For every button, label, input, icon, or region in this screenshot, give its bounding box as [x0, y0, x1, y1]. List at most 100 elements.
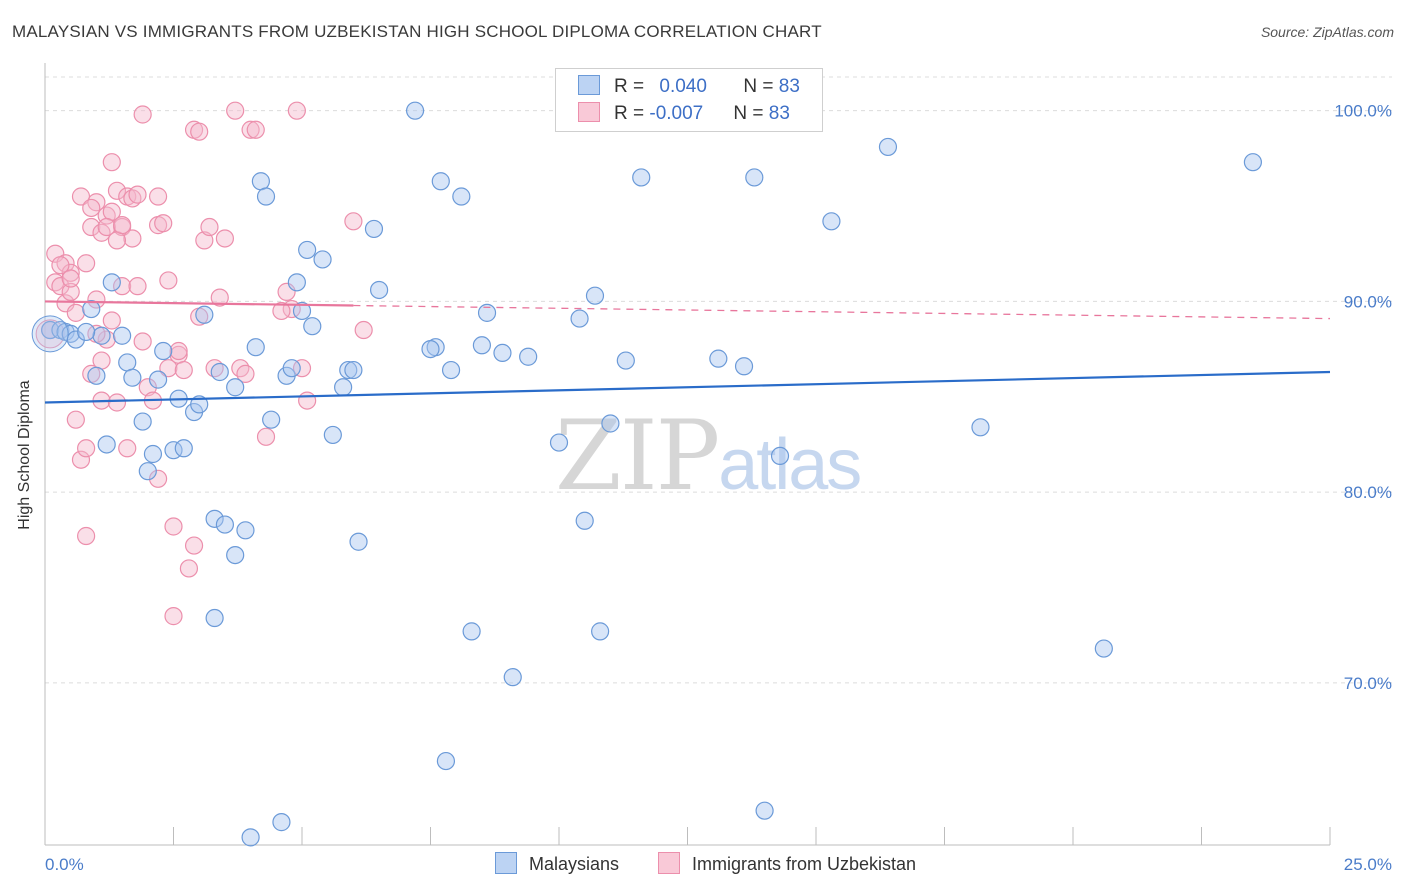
- malaysian-point: [118, 353, 137, 372]
- uzbekistan-point: [77, 526, 96, 546]
- legend-r-label: R =: [614, 103, 650, 124]
- uzbekistan-point: [241, 120, 260, 139]
- malaysian-point: [549, 433, 569, 452]
- uzbekistan-point: [210, 288, 229, 307]
- malaysian-point: [205, 608, 224, 628]
- malaysian-point: [344, 360, 363, 380]
- malaysian-point: [503, 668, 522, 687]
- malaysian-point: [472, 336, 491, 355]
- uzbekistan-point: [77, 439, 96, 458]
- malaysian-point: [303, 317, 322, 336]
- malaysian-point: [210, 362, 229, 382]
- malaysian-point: [195, 305, 214, 324]
- uzbekistan-trend-line-solid: [44, 300, 354, 307]
- uzbekistan-point: [148, 469, 168, 488]
- uzbekistan-point: [92, 351, 111, 370]
- uzbekistan-point: [236, 364, 255, 383]
- uzbekistan-point: [298, 391, 317, 410]
- legend-r-label: R =: [614, 76, 650, 97]
- uzbekistan-point: [148, 187, 168, 206]
- uzbekistan-point: [195, 231, 214, 250]
- legend-item-uzbekistan[interactable]: Immigrants from Uzbekistan: [658, 852, 916, 875]
- malaysian-point: [123, 368, 142, 387]
- malaysian-point-cluster: [31, 315, 69, 353]
- legend-item-malaysians[interactable]: Malaysians: [495, 852, 619, 875]
- malaysian-point: [323, 425, 342, 445]
- malaysian-point: [1094, 639, 1113, 658]
- uzbekistan-point: [287, 101, 306, 120]
- malaysian-point: [87, 366, 106, 385]
- malaysian-point: [431, 172, 450, 191]
- uzbekistan-point: [112, 216, 132, 235]
- uzbekistan-point: [51, 277, 70, 296]
- malaysian-point: [349, 532, 368, 551]
- malaysian-point: [41, 320, 60, 340]
- malaysian-point: [1243, 153, 1263, 172]
- legend-n-value: 83: [768, 103, 790, 124]
- uzbekistan-point: [133, 105, 152, 124]
- malaysian-point: [441, 360, 461, 380]
- uzbekistan-point: [159, 271, 178, 290]
- malaysian-point: [102, 273, 121, 292]
- uzbekistan-point: [77, 254, 96, 273]
- legend-n-label: N =: [743, 76, 779, 97]
- malaysian-point: [92, 326, 111, 345]
- malaysian-point: [452, 187, 471, 206]
- watermark-zip: ZIP: [555, 400, 720, 512]
- uzbekistan-point: [190, 122, 209, 141]
- y-tick-label: 70.0%: [1344, 674, 1392, 693]
- malaysian-point: [282, 359, 301, 378]
- uzbekistan-point: [92, 223, 111, 242]
- legend-r-value: 0.040: [659, 76, 707, 97]
- malaysian-point: [477, 303, 497, 322]
- malaysian-point: [82, 299, 101, 319]
- uzbekistan-trend-line-dashed: [353, 304, 1331, 320]
- uzbekistan-point: [272, 301, 291, 321]
- malaysian-point: [755, 801, 774, 820]
- uzbekistan-point: [159, 359, 178, 378]
- uzbekistan-point: [215, 229, 234, 248]
- malaysian-point: [256, 187, 276, 206]
- uzbekistan-point: [82, 217, 101, 237]
- malaysian-point: [370, 280, 389, 300]
- uzbekistan-point: [61, 263, 80, 282]
- uzbekistan-point: [112, 277, 132, 296]
- malaysian-point: [770, 446, 790, 466]
- watermark: ZIPatlas: [555, 400, 862, 512]
- legend-r-value: -0.007: [649, 103, 704, 124]
- uzbekistan-point: [184, 536, 204, 555]
- uzbekistan-point: [97, 217, 116, 237]
- legend-row-uzbekistan: R = -0.007 N = 83: [578, 102, 790, 126]
- uzbekistan-point: [169, 341, 188, 361]
- malaysian-point: [112, 326, 132, 345]
- malaysian-point: [313, 250, 332, 269]
- legend-swatch-pink: [578, 102, 600, 122]
- y-tick-label: 80.0%: [1344, 483, 1392, 502]
- uzbekistan-point: [344, 212, 363, 231]
- malaysian-point: [616, 351, 635, 370]
- uzbekistan-point: [102, 153, 121, 172]
- uzbekistan-point: [179, 559, 199, 578]
- malaysian-point: [205, 509, 224, 528]
- malaysian-point: [236, 521, 255, 540]
- uzbekistan-point: [354, 320, 373, 340]
- uzbekistan-point: [71, 450, 91, 469]
- uzbekistan-point: [87, 290, 106, 309]
- trend-lines: [44, 300, 1331, 404]
- uzbekistan-point: [133, 332, 152, 351]
- malaysian-point: [822, 212, 841, 231]
- malaysian-point: [154, 341, 173, 361]
- malaysian-point: [61, 324, 80, 343]
- uzbekistan-point: [256, 427, 276, 446]
- uzbekistan-point: [226, 101, 245, 120]
- x-tick-label: 25.0%: [1344, 855, 1392, 874]
- malaysian-point: [364, 219, 384, 239]
- malaysian-point: [246, 338, 265, 357]
- malaysian-point: [226, 378, 245, 397]
- malaysian-point: [77, 322, 96, 342]
- malaysian-point: [421, 339, 440, 359]
- legend-row-malaysians: R = 0.040 N = 83: [578, 75, 800, 99]
- malaysian-point: [241, 828, 260, 847]
- legend-swatch-pink: [658, 852, 680, 874]
